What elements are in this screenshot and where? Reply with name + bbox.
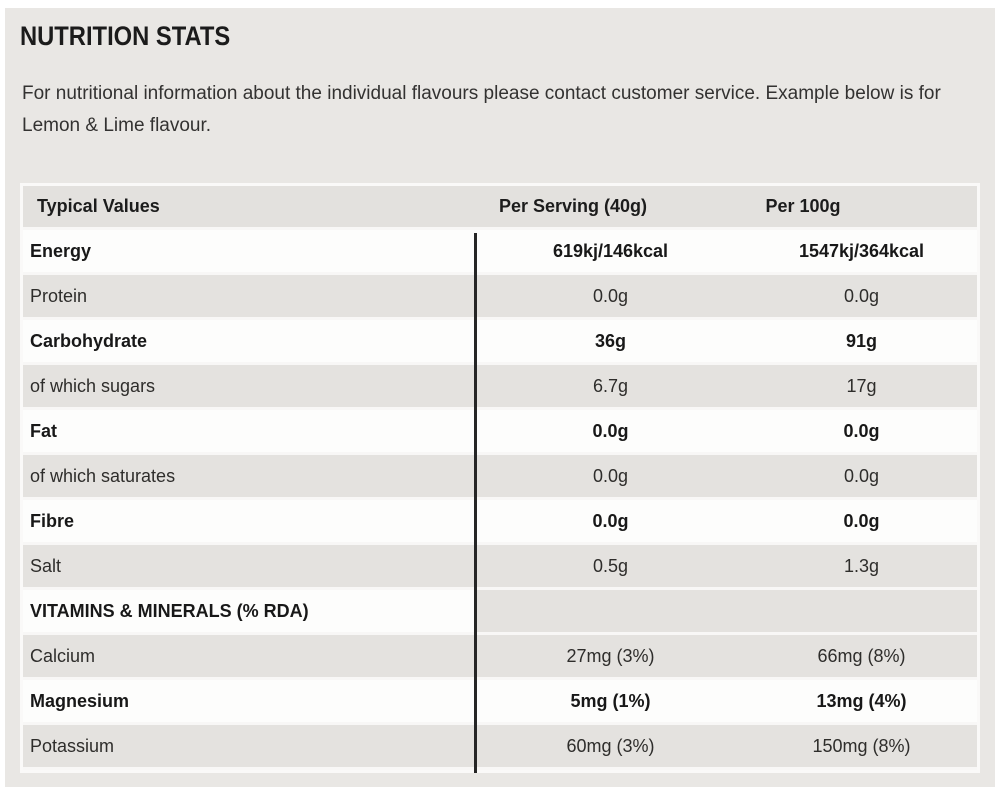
nutrition-row: Fibre 0.0g 0.0g [23, 500, 977, 545]
value-per-100g: 1.3g [746, 545, 977, 590]
value-per-100g: 17g [746, 365, 977, 410]
row-label: Magnesium [23, 680, 475, 725]
row-label: of which sugars [23, 365, 475, 410]
nutrition-row: of which sugars 6.7g 17g [23, 365, 977, 410]
value-per-serving: 36g [475, 320, 746, 365]
value-per-serving [475, 590, 746, 635]
value-per-serving: 0.0g [475, 500, 746, 545]
intro-text: For nutritional information about the in… [22, 83, 941, 136]
value-per-serving: 0.0g [475, 275, 746, 320]
value-per-100g: 1547kj/364kcal [746, 230, 977, 275]
value-per-100g [746, 590, 977, 635]
value-per-100g: 91g [746, 320, 977, 365]
nutrition-row: Potassium 60mg (3%) 150mg (8%) [23, 725, 977, 770]
value-per-100g: 0.0g [746, 410, 977, 455]
value-per-100g: 0.0g [746, 455, 977, 500]
row-label: of which saturates [23, 455, 475, 500]
value-per-serving: 5mg (1%) [475, 680, 746, 725]
value-per-100g: 150mg (8%) [746, 725, 977, 770]
value-per-serving: 60mg (3%) [475, 725, 746, 770]
row-label: Calcium [23, 635, 475, 680]
value-per-100g: 13mg (4%) [746, 680, 977, 725]
row-label: Salt [23, 545, 475, 590]
column-header-per-100g: Per 100g [746, 186, 977, 230]
nutrition-row: Carbohydrate 36g 91g [23, 320, 977, 365]
nutrition-row: Magnesium 5mg (1%) 13mg (4%) [23, 680, 977, 725]
value-per-100g: 0.0g [746, 500, 977, 545]
nutrition-row: Salt 0.5g 1.3g [23, 545, 977, 590]
value-per-serving: 0.0g [475, 410, 746, 455]
row-label: VITAMINS & MINERALS (% RDA) [23, 590, 475, 635]
value-per-serving: 6.7g [475, 365, 746, 410]
column-header-typical-values: Typical Values [23, 186, 475, 230]
row-label: Protein [23, 275, 475, 320]
row-label: Fat [23, 410, 475, 455]
nutrition-row: of which saturates 0.0g 0.0g [23, 455, 977, 500]
nutrition-row: VITAMINS & MINERALS (% RDA) [23, 590, 977, 635]
value-per-serving: 0.5g [475, 545, 746, 590]
nutrition-row: Fat 0.0g 0.0g [23, 410, 977, 455]
nutrition-table-container: Typical Values Per Serving (40g) Per 100… [20, 183, 980, 773]
value-per-serving: 0.0g [475, 455, 746, 500]
value-per-100g: 66mg (8%) [746, 635, 977, 680]
nutrition-row: Energy 619kj/146kcal 1547kj/364kcal [23, 230, 977, 275]
table-header-row: Typical Values Per Serving (40g) Per 100… [23, 186, 977, 230]
row-label: Fibre [23, 500, 475, 545]
nutrition-row: Protein 0.0g 0.0g [23, 275, 977, 320]
column-header-per-serving: Per Serving (40g) [475, 186, 746, 230]
value-per-serving: 27mg (3%) [475, 635, 746, 680]
value-per-100g: 0.0g [746, 275, 977, 320]
row-label: Carbohydrate [23, 320, 475, 365]
row-label: Energy [23, 230, 475, 275]
row-label: Potassium [23, 725, 475, 770]
nutrition-table: Typical Values Per Serving (40g) Per 100… [20, 183, 980, 773]
column-divider-line [474, 233, 477, 773]
section-title: NUTRITION STATS [19, 21, 231, 51]
nutrition-row: Calcium 27mg (3%) 66mg (8%) [23, 635, 977, 680]
value-per-serving: 619kj/146kcal [475, 230, 746, 275]
nutrition-stats-panel: NUTRITION STATS For nutritional informat… [5, 8, 995, 787]
